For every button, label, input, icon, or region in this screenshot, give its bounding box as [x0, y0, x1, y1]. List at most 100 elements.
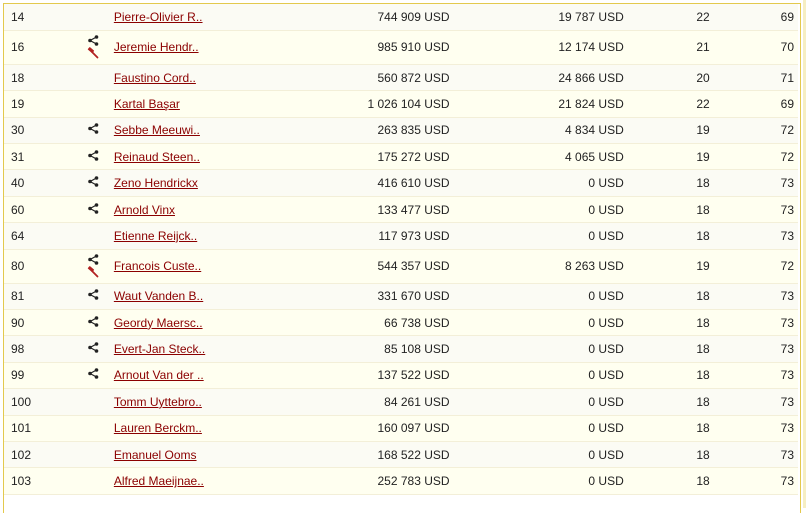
player-prize: 0 USD — [449, 467, 624, 495]
row-icons — [78, 4, 108, 31]
player-name-cell: Kartal Başar — [107, 90, 294, 118]
share-icon[interactable] — [88, 289, 99, 301]
player-name-cell: Arnout Van der .. — [107, 362, 294, 390]
player-rating: 69 — [709, 90, 798, 118]
player-name-link[interactable]: Etienne Reijck.. — [113, 228, 198, 243]
player-prize: 0 USD — [449, 222, 624, 250]
player-prize: 8 263 USD — [449, 249, 624, 284]
row-icons — [78, 64, 108, 92]
jersey-number: 60 — [4, 196, 79, 224]
icon-stack — [88, 315, 99, 327]
player-name-cell: Alfred Maeijnae.. — [107, 467, 294, 495]
player-name-link[interactable]: Emanuel Ooms — [113, 447, 197, 462]
player-value: 985 910 USD — [293, 30, 450, 65]
table-row: 90 Geordy Maersc.. 66 738 USD 0 USD 18 73 — [4, 309, 798, 337]
player-prize: 0 USD — [449, 335, 624, 363]
player-age: 20 — [623, 64, 710, 92]
player-prize: 0 USD — [449, 441, 624, 469]
player-table-frame: 14 Pierre-Olivier R.. 744 909 USD 19 787 US… — [3, 3, 801, 513]
player-name-cell: Reinaud Steen.. — [107, 143, 294, 171]
row-icons — [78, 30, 108, 65]
player-name-link[interactable]: Tomm Uyttebro.. — [113, 394, 202, 409]
player-prize: 0 USD — [449, 196, 624, 224]
icon-stack — [88, 123, 99, 135]
player-value: 160 097 USD — [293, 415, 450, 442]
share-icon[interactable] — [88, 176, 99, 187]
player-rating: 73 — [709, 169, 798, 197]
player-name-link[interactable]: Reinaud Steen.. — [113, 149, 200, 164]
player-value: 175 272 USD — [293, 143, 450, 171]
player-age: 18 — [623, 309, 710, 337]
player-name-link[interactable]: Geordy Maersc.. — [113, 315, 203, 330]
player-value: 133 477 USD — [293, 196, 450, 224]
player-age: 18 — [623, 441, 710, 469]
player-name-link[interactable]: Sebbe Meeuwi.. — [113, 123, 200, 138]
icon-stack — [88, 149, 99, 161]
share-icon[interactable] — [88, 368, 99, 380]
player-rating: 72 — [709, 117, 798, 145]
player-name-link[interactable]: Francois Custe.. — [113, 259, 202, 274]
player-prize: 19 787 USD — [449, 4, 624, 31]
jersey-number: 64 — [4, 222, 79, 250]
table-row: 103 Alfred Maeijnae.. 252 783 USD 0 USD 18 73 — [4, 467, 798, 495]
player-prize: 0 USD — [449, 388, 624, 416]
jersey-number: 19 — [4, 90, 79, 118]
gavel-icon[interactable] — [87, 266, 99, 278]
player-name-link[interactable]: Arnout Van der .. — [113, 368, 204, 383]
share-icon[interactable] — [88, 35, 99, 47]
row-icons — [78, 309, 108, 337]
table-row: 16 Jeremie Hendr.. 985 910 USD 12 174 USD 21… — [4, 30, 798, 65]
share-icon[interactable] — [88, 315, 99, 327]
share-icon[interactable] — [88, 149, 99, 161]
icon-stack — [88, 342, 99, 353]
player-name-link[interactable]: Arnold Vinx — [113, 202, 175, 217]
player-name-cell: Jeremie Hendr.. — [107, 30, 294, 65]
player-name-link[interactable]: Faustino Cord.. — [113, 70, 196, 85]
player-prize: 0 USD — [449, 415, 624, 442]
player-rating: 73 — [709, 309, 798, 337]
gavel-icon[interactable] — [87, 47, 99, 59]
share-icon[interactable] — [88, 342, 99, 353]
player-value: 252 783 USD — [293, 467, 450, 495]
player-prize: 0 USD — [449, 362, 624, 390]
jersey-number: 30 — [4, 117, 79, 145]
player-name-link[interactable]: Alfred Maeijnae.. — [113, 474, 204, 489]
table-row: 30 Sebbe Meeuwi.. 263 835 USD 4 834 USD 19 72 — [4, 117, 798, 145]
table-row: 31 Reinaud Steen.. 175 272 USD 4 065 USD 19 7… — [4, 143, 798, 171]
player-value: 744 909 USD — [293, 4, 450, 31]
player-rating: 73 — [709, 196, 798, 224]
share-icon[interactable] — [88, 202, 99, 214]
player-rating: 70 — [709, 30, 798, 65]
player-table: 14 Pierre-Olivier R.. 744 909 USD 19 787 US… — [4, 4, 798, 495]
player-name-cell: Faustino Cord.. — [107, 64, 294, 92]
player-rating: 73 — [709, 222, 798, 250]
player-name-cell: Waut Vanden B.. — [107, 283, 294, 311]
player-name-link[interactable]: Lauren Berckm.. — [113, 421, 202, 436]
player-age: 18 — [623, 283, 710, 311]
table-row: 14 Pierre-Olivier R.. 744 909 USD 19 787 US… — [4, 4, 798, 31]
player-name-link[interactable]: Evert-Jan Steck.. — [113, 342, 206, 357]
player-value: 1 026 104 USD — [293, 90, 450, 118]
player-name-link[interactable]: Waut Vanden B.. — [113, 289, 204, 304]
table-row: 64 Etienne Reijck.. 117 973 USD 0 USD 18 73 — [4, 222, 798, 250]
player-prize: 0 USD — [449, 283, 624, 311]
player-name-link[interactable]: Pierre-Olivier R.. — [113, 9, 203, 24]
player-rating: 71 — [709, 64, 798, 92]
player-value: 84 261 USD — [293, 388, 450, 416]
row-icons — [78, 222, 108, 250]
jersey-number: 80 — [4, 249, 79, 284]
player-prize: 4 065 USD — [449, 143, 624, 171]
player-name-link[interactable]: Zeno Hendrickx — [113, 176, 198, 191]
row-icons — [78, 143, 108, 171]
icon-stack — [87, 254, 99, 278]
player-name-link[interactable]: Jeremie Hendr.. — [113, 40, 199, 55]
player-name-link[interactable]: Kartal Başar — [113, 96, 180, 111]
share-icon[interactable] — [88, 123, 99, 135]
player-rating: 69 — [709, 4, 798, 31]
share-icon[interactable] — [88, 254, 99, 265]
table-row: 100 Tomm Uyttebro.. 84 261 USD 0 USD 18 73 — [4, 388, 798, 416]
player-name-cell: Geordy Maersc.. — [107, 309, 294, 337]
row-icons — [78, 415, 108, 442]
player-name-cell: Arnold Vinx — [107, 196, 294, 224]
player-age: 19 — [623, 143, 710, 171]
